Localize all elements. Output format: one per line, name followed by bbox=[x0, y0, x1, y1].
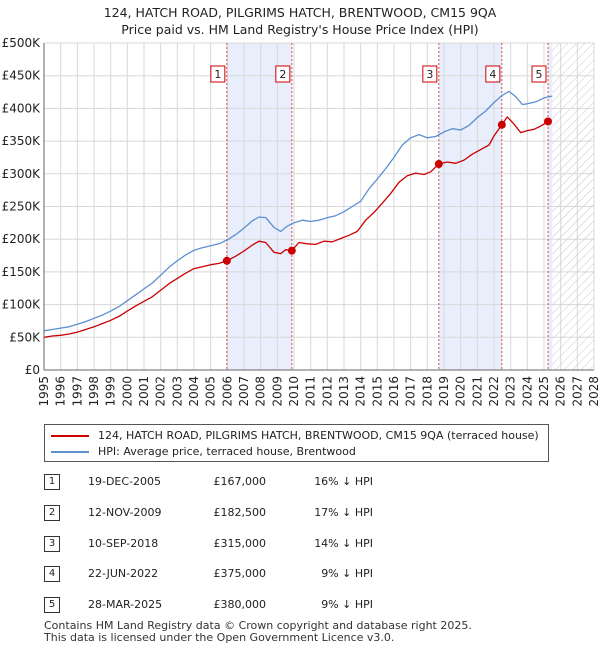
sale-marker-box bbox=[210, 65, 226, 83]
x-tick-label: 2026 bbox=[554, 376, 568, 407]
x-tick-label: 2012 bbox=[320, 376, 334, 407]
sale-marker-box bbox=[275, 65, 291, 83]
x-tick-label: 2009 bbox=[270, 376, 284, 407]
sale-number-badge: 1 bbox=[44, 474, 60, 490]
y-tick-label: £400K bbox=[2, 101, 42, 115]
x-tick-label: 2001 bbox=[137, 376, 151, 407]
sale-date: 10-SEP-2018 bbox=[88, 537, 159, 550]
sale-marker-label: 2 bbox=[279, 68, 286, 81]
sale-price: £182,500 bbox=[213, 506, 267, 519]
sale-point bbox=[287, 246, 296, 255]
x-tick-label: 1996 bbox=[54, 376, 68, 407]
sale-point bbox=[497, 120, 506, 129]
sale-hpi-diff: 14% ↓ HPI bbox=[314, 537, 373, 550]
y-tick-label: £350K bbox=[2, 134, 42, 148]
sale-price: £315,000 bbox=[213, 537, 267, 550]
sale-date: 22-JUN-2022 bbox=[88, 567, 159, 580]
sale-marker-label: 4 bbox=[489, 68, 496, 81]
x-tick-label: 2004 bbox=[187, 376, 201, 407]
x-tick-label: 1995 bbox=[37, 376, 51, 407]
sale-marker-box bbox=[531, 65, 547, 83]
sale-date: 28-MAR-2025 bbox=[88, 598, 163, 611]
y-tick-label: £500K bbox=[2, 36, 42, 50]
sale-marker-label: 1 bbox=[214, 68, 221, 81]
sale-marker-label: 5 bbox=[536, 68, 543, 81]
sale-number-badge: 4 bbox=[44, 566, 60, 582]
x-tick-label: 2013 bbox=[337, 376, 351, 407]
x-tick-label: 2003 bbox=[170, 376, 184, 407]
sale-number-badge: 3 bbox=[44, 536, 60, 552]
sale-price: £375,000 bbox=[213, 567, 267, 580]
x-tick-label: 2027 bbox=[570, 376, 584, 407]
sale-date: 12-NOV-2009 bbox=[88, 506, 162, 519]
x-tick-label: 2014 bbox=[354, 376, 368, 407]
y-tick-label: £250K bbox=[2, 200, 42, 214]
footer: Contains HM Land Registry data © Crown c… bbox=[44, 620, 472, 644]
y-tick-label: £300K bbox=[2, 167, 42, 181]
hpi-series-line bbox=[43, 90, 553, 332]
price-paid-series-line bbox=[43, 116, 549, 338]
sale-point bbox=[434, 159, 443, 168]
x-tick-label: 2025 bbox=[537, 376, 551, 407]
future-hatch-area bbox=[552, 43, 594, 370]
title-line-1: 124, HATCH ROAD, PILGRIMS HATCH, BRENTWO… bbox=[103, 5, 497, 20]
x-tick-label: 2007 bbox=[237, 376, 251, 407]
price-chart: 1 2 3 4 5 £0 £50K £100K £150K £200K £250K £300K £35… bbox=[2, 36, 600, 407]
y-tick-label: £450K bbox=[2, 69, 42, 83]
sale-price: £167,000 bbox=[213, 475, 267, 488]
sale-hpi-diff: 9% ↓ HPI bbox=[321, 598, 373, 611]
x-tick-label: 1997 bbox=[70, 376, 84, 407]
legend-label-price-paid: 124, HATCH ROAD, PILGRIMS HATCH, BRENTWO… bbox=[98, 429, 539, 442]
x-tick-label: 2005 bbox=[204, 376, 218, 407]
x-tick-label: 2017 bbox=[404, 376, 418, 407]
y-tick-label: £0 bbox=[25, 363, 40, 377]
sale-hpi-diff: 9% ↓ HPI bbox=[321, 567, 373, 580]
y-tick-label: £150K bbox=[2, 265, 42, 279]
x-tick-label: 2028 bbox=[587, 376, 600, 407]
sale-marker-box bbox=[422, 65, 438, 83]
x-tick-label: 2006 bbox=[220, 376, 234, 407]
x-tick-label: 2019 bbox=[437, 376, 451, 407]
y-tick-label: £50K bbox=[9, 330, 41, 344]
x-tick-label: 2020 bbox=[454, 376, 468, 407]
x-tick-label: 2010 bbox=[287, 376, 301, 407]
x-tick-label: 2016 bbox=[387, 376, 401, 407]
footer-line-1: Contains HM Land Registry data © Crown c… bbox=[44, 619, 472, 632]
x-tick-label: 1998 bbox=[87, 376, 101, 407]
sale-point bbox=[222, 256, 231, 265]
sale-number-badge: 5 bbox=[44, 597, 60, 613]
y-tick-label: £100K bbox=[2, 298, 42, 312]
title-line-2: Price paid vs. HM Land Registry's House … bbox=[121, 22, 479, 37]
x-tick-label: 2023 bbox=[504, 376, 518, 407]
x-tick-label: 2022 bbox=[487, 376, 501, 407]
sale-marker-label: 3 bbox=[426, 68, 433, 81]
x-tick-label: 2024 bbox=[520, 376, 534, 407]
legend-swatch-hpi bbox=[51, 451, 89, 453]
chart-title: 124, HATCH ROAD, PILGRIMS HATCH, BRENTWO… bbox=[0, 4, 600, 38]
sale-marker-box bbox=[485, 65, 501, 83]
x-tick-label: 1999 bbox=[104, 376, 118, 407]
sale-price: £380,000 bbox=[213, 598, 267, 611]
x-tick-label: 2011 bbox=[304, 376, 318, 407]
x-tick-label: 2008 bbox=[254, 376, 268, 407]
sale-point bbox=[544, 117, 552, 126]
footer-line-2: This data is licensed under the Open Gov… bbox=[44, 631, 395, 644]
x-tick-label: 2015 bbox=[370, 376, 384, 407]
sale-hpi-diff: 16% ↓ HPI bbox=[314, 475, 373, 488]
sale-date: 19-DEC-2005 bbox=[88, 475, 162, 488]
x-tick-label: 2002 bbox=[154, 376, 168, 407]
legend-item-price-paid: 124, HATCH ROAD, PILGRIMS HATCH, BRENTWO… bbox=[51, 428, 539, 444]
sale-hpi-diff: 17% ↓ HPI bbox=[314, 506, 373, 519]
legend: 124, HATCH ROAD, PILGRIMS HATCH, BRENTWO… bbox=[44, 424, 549, 462]
x-tick-label: 2000 bbox=[120, 376, 134, 407]
sale-number-badge: 2 bbox=[44, 505, 60, 521]
x-tick-label: 2021 bbox=[470, 376, 484, 407]
legend-label-hpi: HPI: Average price, terraced house, Bren… bbox=[98, 445, 356, 458]
legend-swatch-price-paid bbox=[51, 435, 89, 437]
x-tick-label: 2018 bbox=[420, 376, 434, 407]
y-tick-label: £200K bbox=[2, 232, 42, 246]
legend-item-hpi: HPI: Average price, terraced house, Bren… bbox=[51, 444, 356, 460]
